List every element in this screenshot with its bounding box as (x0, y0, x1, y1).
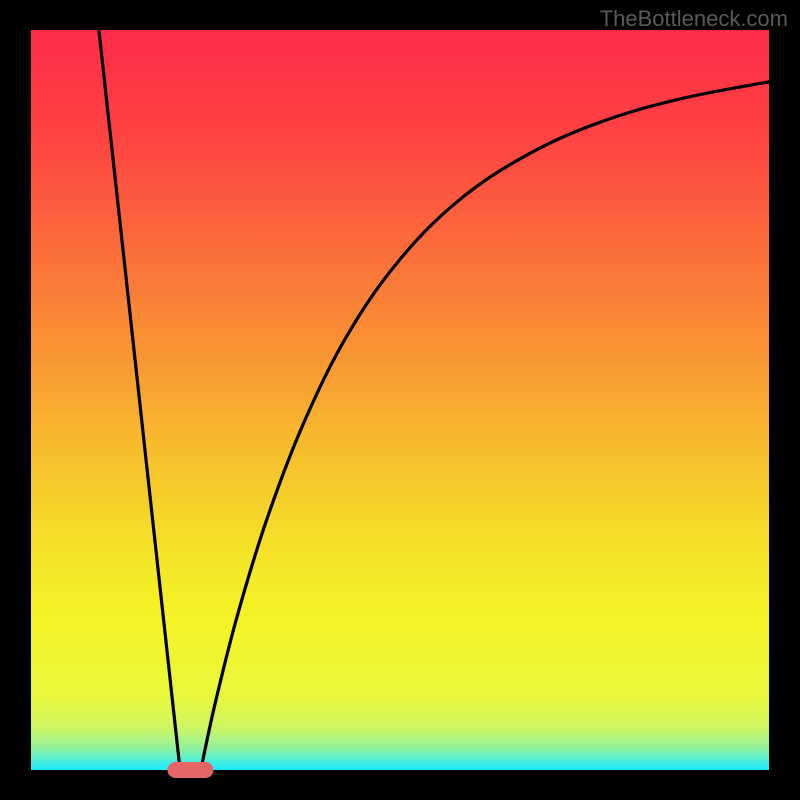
chart-container: TheBottleneck.com (0, 0, 800, 800)
watermark-text: TheBottleneck.com (600, 6, 788, 32)
bottleneck-chart (0, 0, 800, 800)
